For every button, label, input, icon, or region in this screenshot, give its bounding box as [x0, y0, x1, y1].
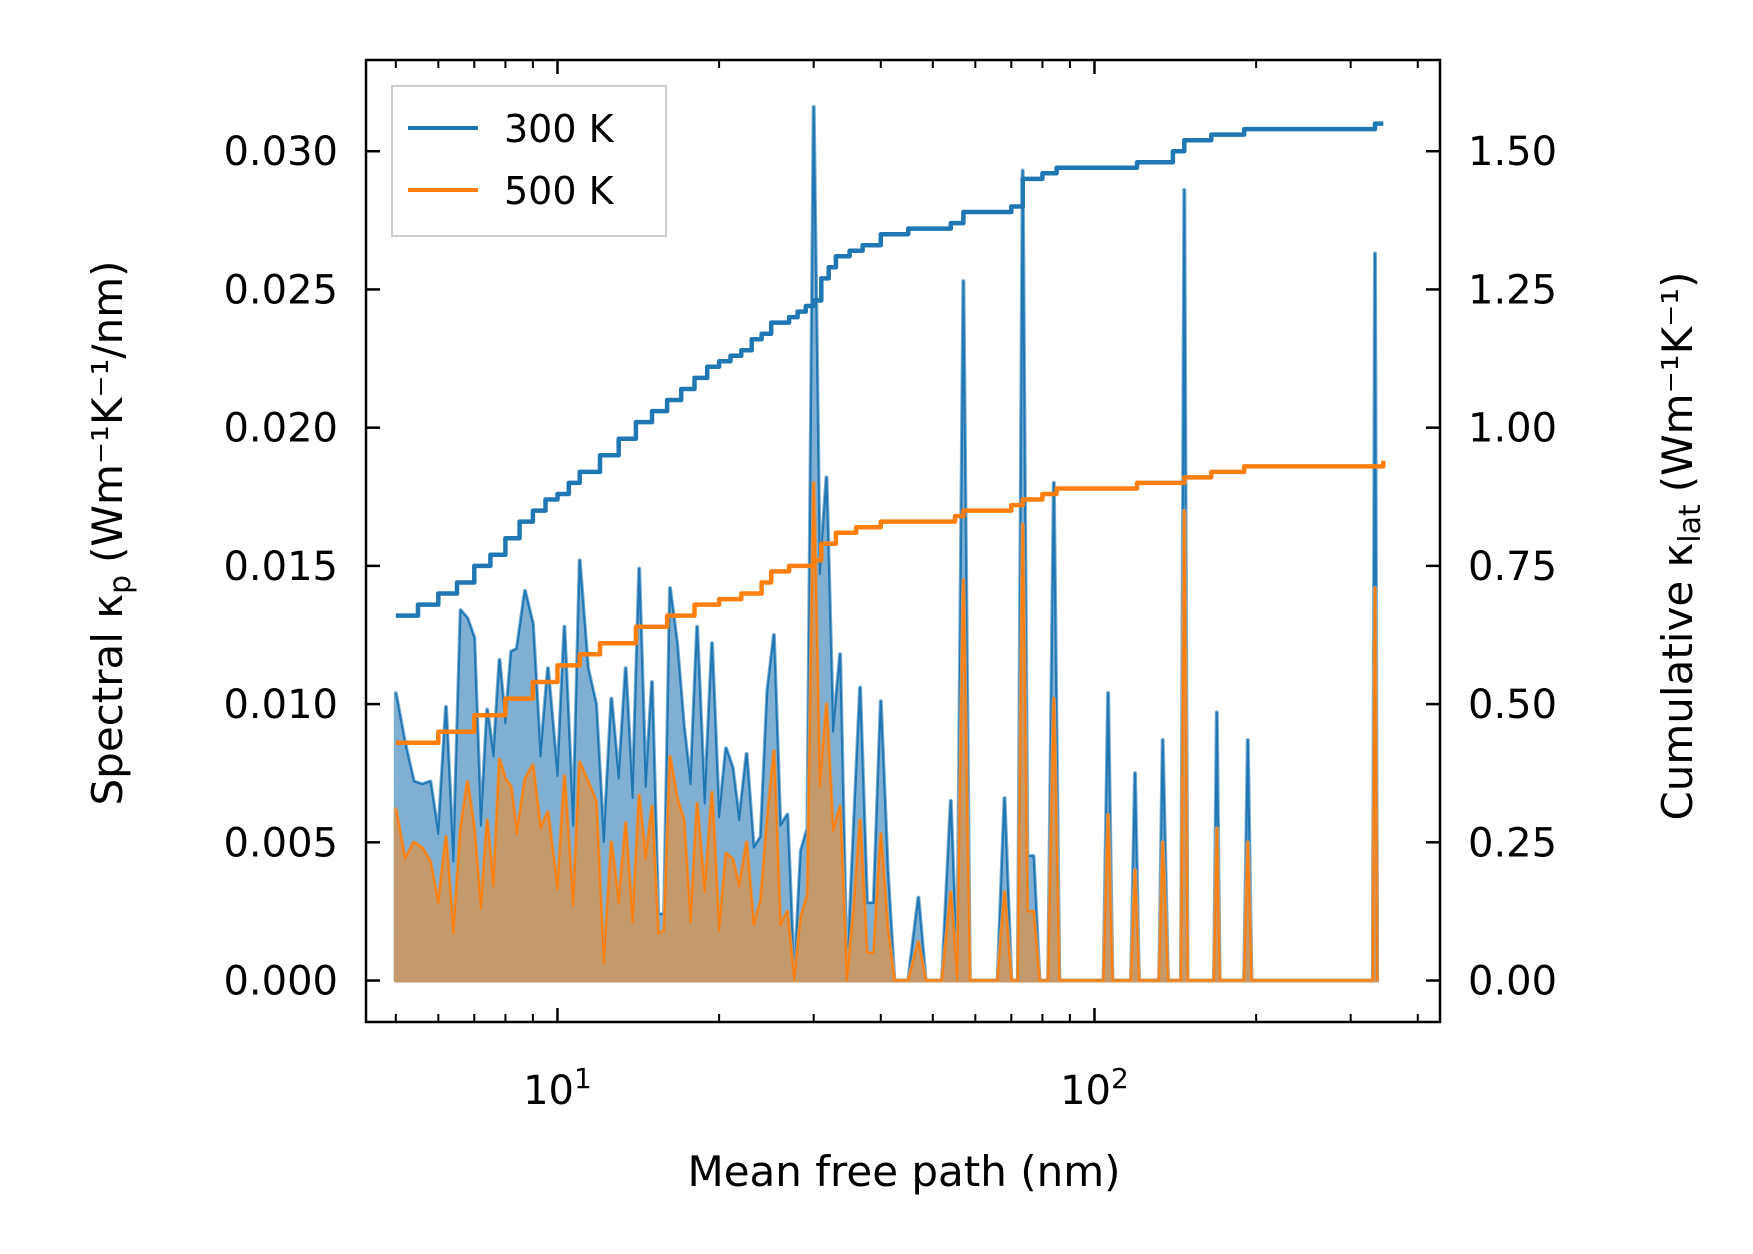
- y-right-tick-label: 0.25: [1468, 820, 1557, 866]
- y-label-right-unit: (Wm⁻¹K⁻¹): [1653, 271, 1702, 492]
- legend-label-300k: 300 K: [504, 107, 615, 151]
- y-left-tick-label: 0.030: [223, 129, 338, 175]
- legend: 300 K 500 K: [392, 86, 666, 236]
- y-right-tick-label: 0.50: [1468, 682, 1557, 728]
- y-left-tick-label: 0.025: [223, 267, 338, 313]
- y-label-left-subscript: p: [103, 575, 138, 594]
- y-left-tick-label: 0.015: [223, 544, 338, 590]
- y-right-tick-label: 1.25: [1468, 267, 1557, 313]
- y-left-tick-label: 0.010: [223, 682, 338, 728]
- y-right-tick-label: 1.00: [1468, 406, 1557, 452]
- y-axis-label-left: Spectral κp (Wm⁻¹K⁻¹/nm): [83, 261, 138, 806]
- chart-figure: 0.000 0.005 0.010 0.015 0.020 0.025 0.030 0.00 0…: [0, 0, 1753, 1254]
- y-label-right-subscript: lat: [1673, 504, 1708, 543]
- y-label-right-main: Cumulative κ: [1653, 543, 1702, 821]
- y-label-left-main: Spectral κ: [83, 594, 132, 806]
- y-left-tick-label: 0.020: [223, 406, 338, 452]
- y-axis-label-right: Cumulative κlat (Wm⁻¹K⁻¹): [1653, 271, 1708, 820]
- x-tick-label-exponent: 2: [1111, 1062, 1129, 1095]
- y-right-tick-label: 1.50: [1468, 129, 1557, 175]
- x-tick-label-exponent: 1: [574, 1062, 592, 1095]
- legend-label-500k: 500 K: [504, 169, 615, 213]
- y-left-tick-label: 0.000: [223, 959, 338, 1005]
- x-axis-label: Mean free path (nm): [687, 1147, 1120, 1196]
- y-left-tick-label: 0.005: [223, 820, 338, 866]
- y-right-tick-label: 0.75: [1468, 544, 1557, 590]
- y-label-left-unit: (Wm⁻¹K⁻¹/nm): [83, 261, 132, 563]
- x-tick-label-base: 10: [523, 1068, 574, 1114]
- y-right-tick-label: 0.00: [1468, 959, 1557, 1005]
- figure-background: [0, 0, 1753, 1254]
- x-tick-label-base: 10: [1060, 1068, 1111, 1114]
